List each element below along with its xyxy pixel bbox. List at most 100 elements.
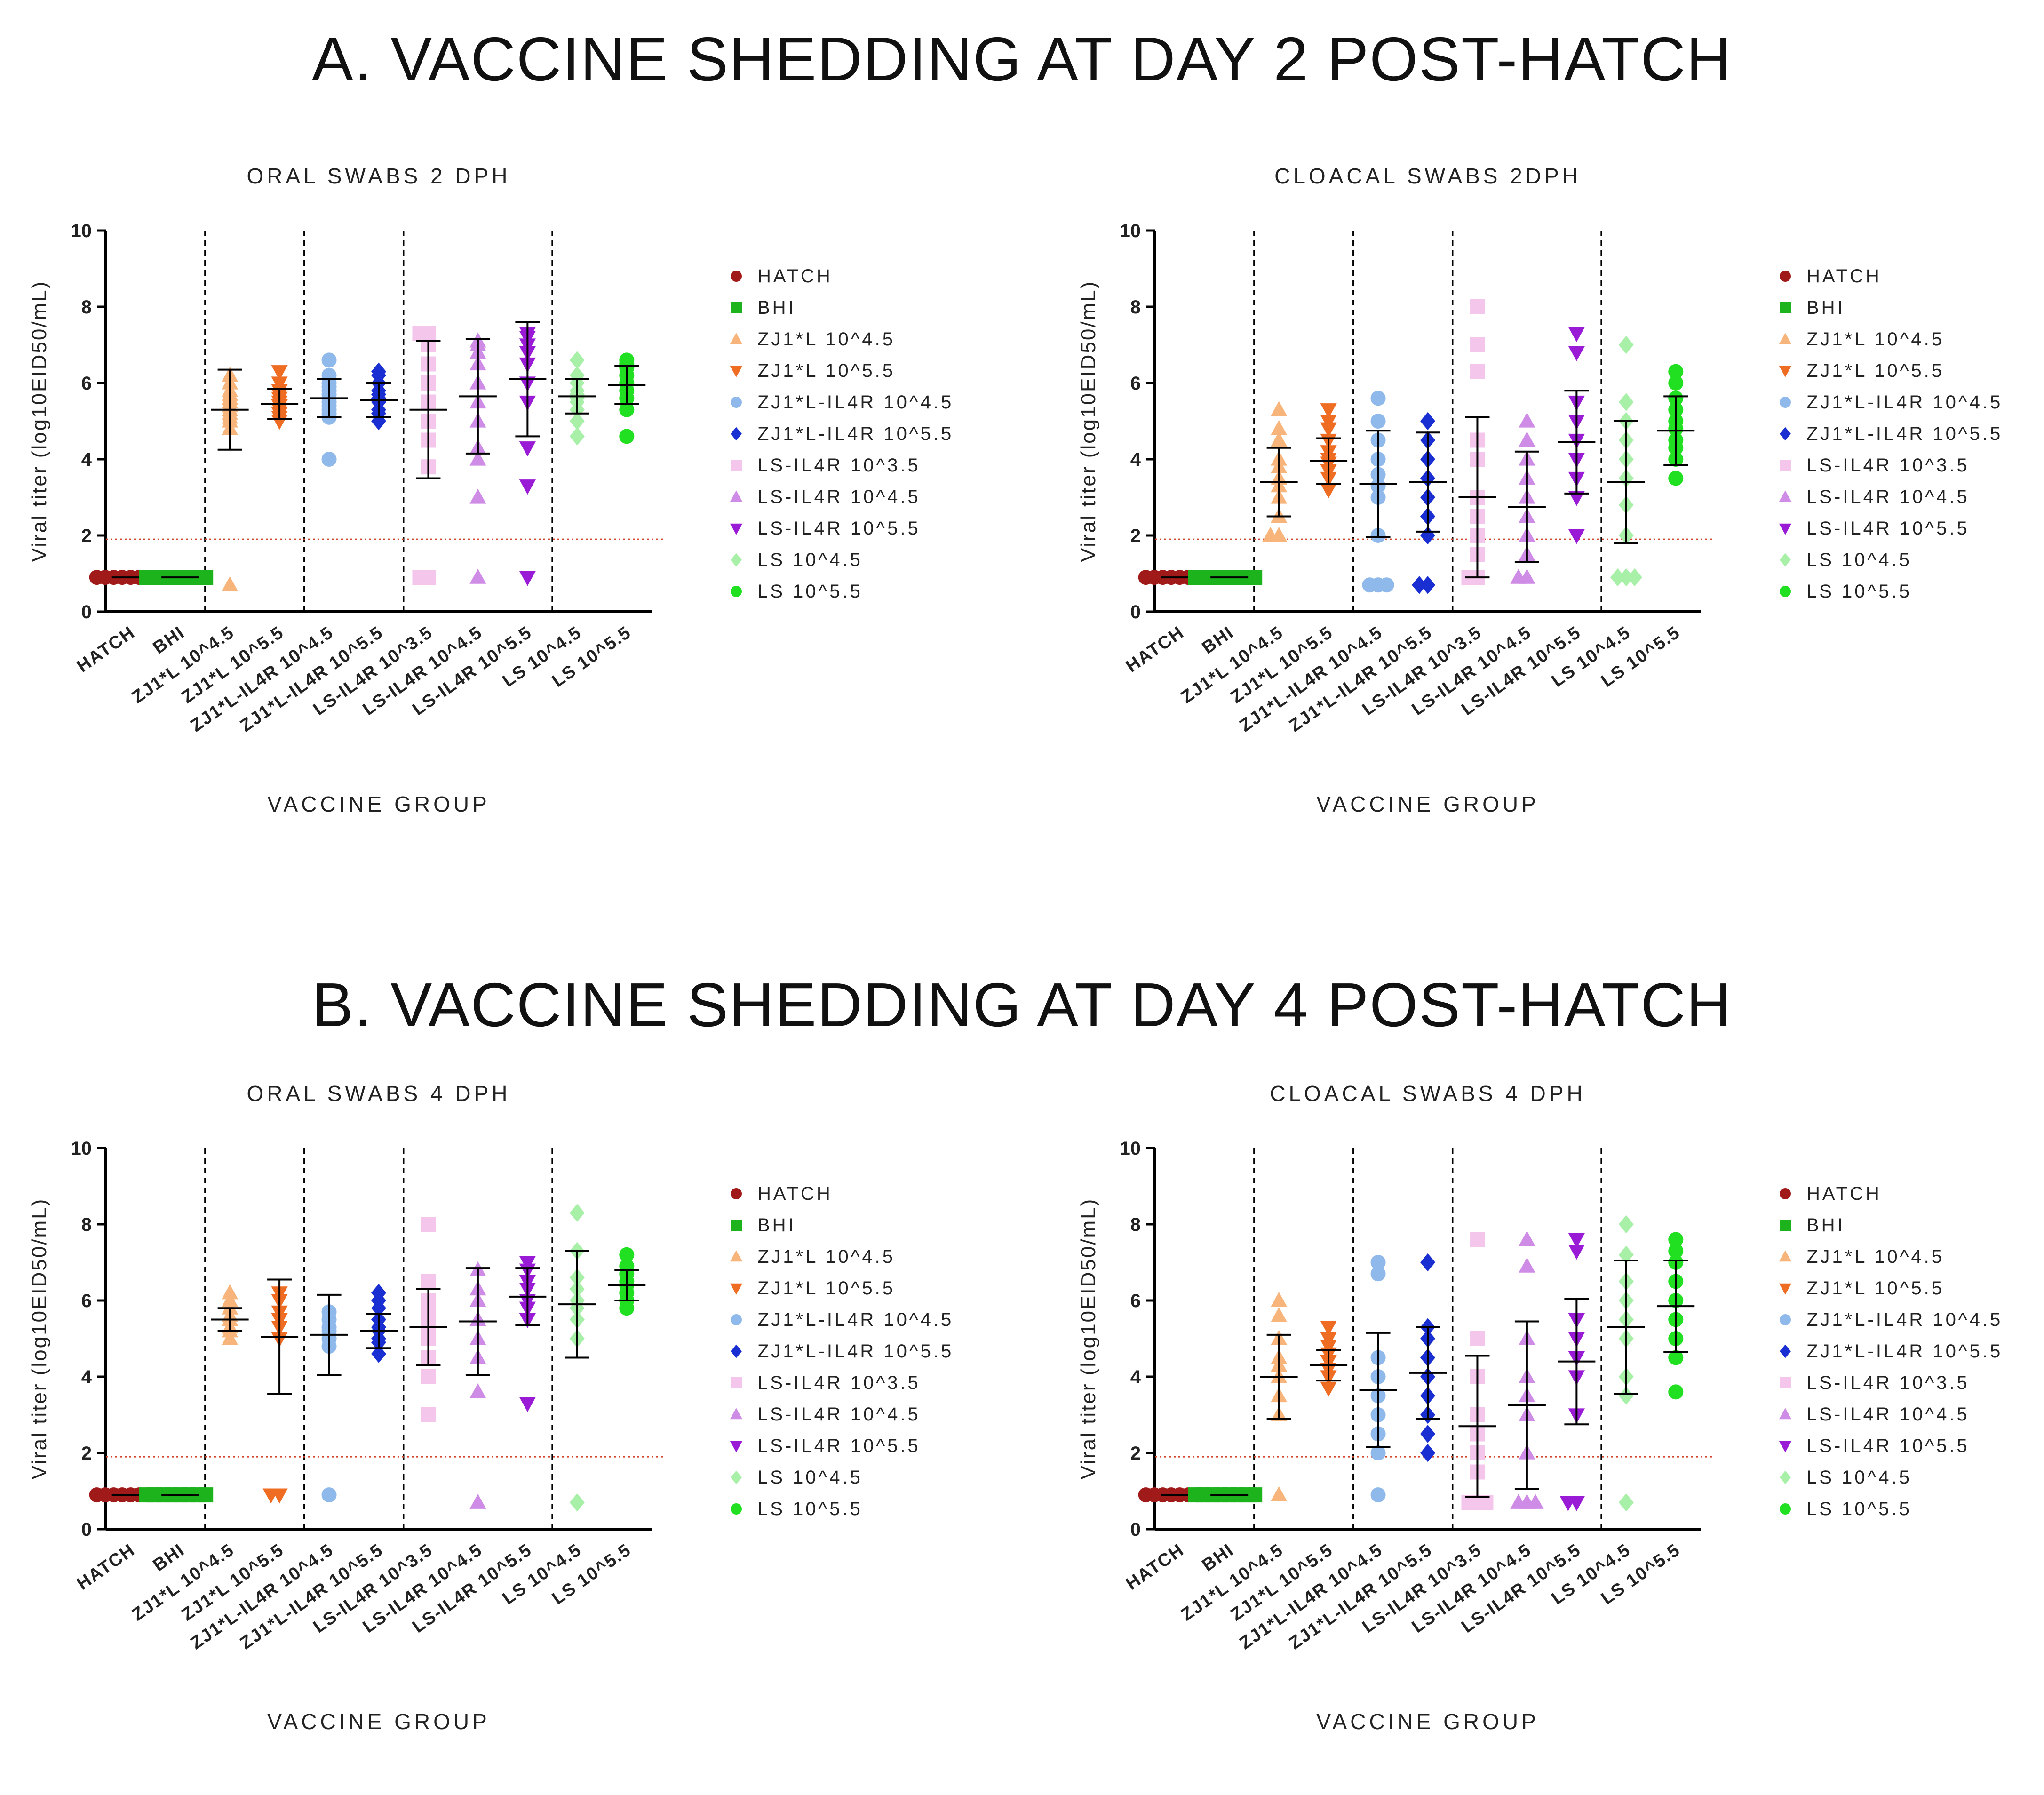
data-point	[1668, 471, 1684, 486]
legend-label: ZJ1*L 10^5.5	[757, 1278, 895, 1299]
x-axis-label: VACCINE GROUP	[1316, 1709, 1539, 1734]
y-tick-label: 10	[71, 1138, 92, 1159]
data-point	[421, 1369, 436, 1384]
legend-label: ZJ1*L-IL4R 10^4.5	[757, 392, 954, 413]
data-point	[1568, 1233, 1585, 1248]
legend-marker	[731, 1344, 742, 1358]
series-ls-il4r-10-5-5	[1558, 327, 1596, 544]
data-point	[519, 571, 536, 586]
x-axis-label: VACCINE GROUP	[267, 792, 490, 816]
legend-label: HATCH	[757, 266, 833, 287]
data-point	[1610, 568, 1625, 587]
data-point	[1618, 568, 1634, 587]
y-axis-label: Viral titer (log10EID50/mL)	[1077, 1198, 1100, 1480]
data-point	[1568, 346, 1585, 361]
legend-marker	[731, 1470, 742, 1484]
data-point	[619, 352, 635, 368]
data-point	[1271, 431, 1288, 447]
data-point	[1618, 393, 1634, 411]
data-point	[222, 1284, 239, 1300]
legend-label: ZJ1*L 10^4.5	[757, 1246, 895, 1267]
y-tick-label: 8	[1130, 1214, 1141, 1235]
series-zj1-l-il4r-10-5-5	[360, 362, 398, 431]
legend-label: ZJ1*L 10^4.5	[757, 329, 895, 350]
legend-label: LS-IL4R 10^4.5	[1806, 487, 1970, 507]
data-point	[1320, 415, 1337, 430]
legend-marker	[730, 1408, 743, 1420]
data-point	[1510, 568, 1527, 584]
series-bhi	[139, 1487, 214, 1503]
series-ls-il4r-10-5-5	[509, 321, 547, 586]
data-point	[1247, 1487, 1263, 1503]
data-point	[1420, 412, 1435, 431]
data-point	[1519, 431, 1535, 447]
x-axis-label: VACCINE GROUP	[267, 1709, 490, 1734]
series-ls-il4r-10-5-5	[1558, 1233, 1596, 1511]
data-point	[1568, 529, 1585, 544]
y-tick-label: 10	[71, 221, 92, 241]
legend-marker	[1780, 1220, 1791, 1231]
y-tick-label: 8	[1130, 297, 1141, 318]
data-point	[569, 1493, 585, 1512]
data-point	[1138, 1487, 1153, 1503]
x-tick-label: BHI	[1199, 1540, 1238, 1575]
data-point	[1420, 576, 1435, 594]
data-point	[1618, 1387, 1634, 1405]
data-point	[1412, 576, 1427, 594]
series-bhi	[139, 570, 214, 585]
series-zj1-l-il4r-10-5-5	[1409, 412, 1447, 594]
data-point	[569, 351, 585, 369]
legend-marker	[1780, 1503, 1791, 1515]
chart-svg: CLOACAL SWABS 2DPH Viral titer (log10EID5…	[1077, 164, 2003, 816]
x-axis-label: VACCINE GROUP	[1316, 792, 1539, 816]
data-point	[1519, 1231, 1535, 1246]
data-point	[412, 570, 428, 585]
data-point	[262, 1488, 279, 1504]
data-point	[271, 365, 288, 381]
legend: HATCH BHI ZJ1*L 10^4.5 ZJ1*L 10^5.5 ZJ1*L-IL…	[1779, 1183, 2000, 1519]
legend-marker	[731, 271, 742, 282]
series-zj1-l-il4r-10-5-5	[1409, 1253, 1447, 1462]
series-ls-il4r-10-4-5	[1508, 1231, 1546, 1509]
data-point	[519, 1256, 536, 1271]
series-ls-10-5-5	[608, 1247, 646, 1316]
section-title-b: B. VACCINE SHEDDING AT DAY 4 POST-HATCH	[311, 970, 1733, 1039]
data-point	[469, 450, 486, 466]
y-tick-label: 4	[81, 1367, 92, 1388]
legend-label: ZJ1*L-IL4R 10^4.5	[1806, 392, 2003, 413]
legend-marker	[1780, 1377, 1791, 1388]
x-tick-label: HATCH	[1122, 1540, 1188, 1594]
legend-marker	[731, 553, 742, 567]
x-tick-label: HATCH	[73, 1540, 139, 1594]
legend-marker	[1780, 460, 1791, 471]
series-zj1-l-il4r-10-4-5	[310, 1293, 348, 1503]
legend-label: LS-IL4R 10^4.5	[757, 487, 921, 507]
legend-marker	[731, 427, 742, 441]
series-zj1-l-il4r-10-4-5	[1359, 1255, 1397, 1503]
legend-marker	[730, 366, 743, 377]
data-point	[1559, 1496, 1576, 1511]
series-zj1-l-10-5-5	[1310, 403, 1348, 499]
data-point	[198, 570, 214, 585]
data-point	[1568, 327, 1585, 343]
data-point	[1470, 337, 1485, 352]
y-tick-label: 0	[81, 1519, 92, 1540]
series-ls-10-5-5	[1657, 364, 1695, 486]
legend-marker	[1779, 1408, 1792, 1420]
y-tick-label: 6	[81, 1291, 92, 1311]
y-tick-label: 0	[81, 602, 92, 622]
legend-marker	[1780, 427, 1791, 441]
series-ls-il4r-10-5-5	[509, 1256, 547, 1412]
data-point	[469, 488, 486, 504]
legend-marker	[1780, 1188, 1791, 1199]
data-point	[1320, 483, 1337, 499]
legend-marker	[1780, 1344, 1791, 1358]
y-tick-label: 10	[1120, 1138, 1141, 1159]
data-point	[1271, 1307, 1288, 1322]
legend-label: ZJ1*L-IL4R 10^4.5	[757, 1309, 954, 1330]
data-point	[1320, 1381, 1337, 1397]
legend: HATCH BHI ZJ1*L 10^4.5 ZJ1*L 10^5.5 ZJ1*L-IL…	[730, 266, 954, 602]
series-ls-il4r-10-4-5	[1508, 412, 1546, 584]
legend-label: LS 10^4.5	[1806, 1467, 1912, 1488]
series-ls-10-5-5	[1657, 1232, 1695, 1400]
